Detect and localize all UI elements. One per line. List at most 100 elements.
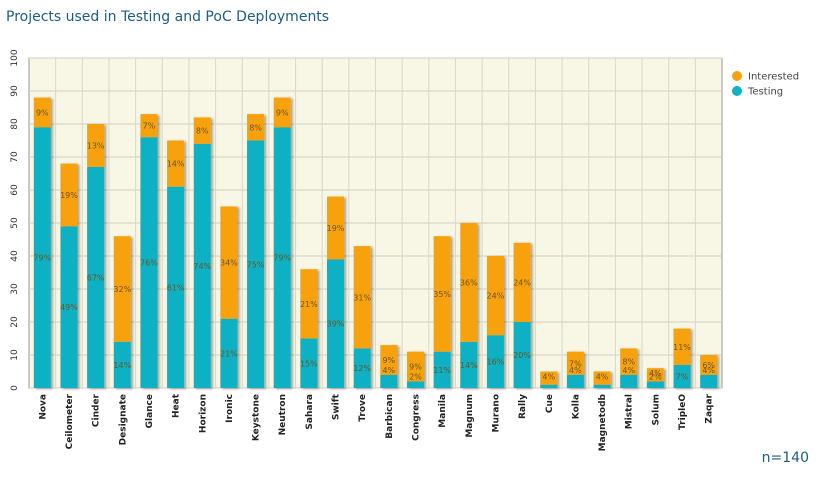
x-tick-label-manila: Manila bbox=[438, 394, 448, 428]
data-label-interested: 9% bbox=[36, 108, 49, 117]
data-label-interested: 11% bbox=[673, 343, 691, 352]
x-tick-label-keystone: Keystone bbox=[252, 394, 262, 441]
legend-marker-interested bbox=[732, 71, 742, 81]
bar-testing-magnum bbox=[460, 341, 478, 388]
data-label-testing: 76% bbox=[140, 259, 158, 268]
bar-testing-solum bbox=[646, 381, 664, 388]
bar-testing-cinder bbox=[87, 166, 105, 388]
y-tick-label: 0 bbox=[10, 385, 20, 391]
bar-group-cinder bbox=[87, 124, 105, 388]
x-tick-label-sahara: Sahara bbox=[305, 394, 315, 430]
bar-testing-nova bbox=[33, 127, 51, 389]
y-tick-label: 20 bbox=[10, 316, 20, 328]
bar-group-trove bbox=[353, 246, 371, 388]
x-tick-label-neutron: Neutron bbox=[278, 394, 288, 435]
bar-interested-rally bbox=[513, 242, 531, 322]
bar-interested-swift bbox=[327, 196, 345, 260]
bar-testing-congress bbox=[406, 381, 424, 388]
bar-interested-cinder bbox=[87, 124, 105, 167]
x-tick-label-cue: Cue bbox=[545, 394, 555, 413]
bar-interested-designate bbox=[113, 236, 131, 342]
bar-group-designate bbox=[113, 236, 131, 388]
bar-interested-zaqar bbox=[700, 355, 718, 375]
bar-testing-manila bbox=[433, 351, 451, 388]
data-label-interested: 4% bbox=[542, 373, 555, 382]
y-tick-label: 70 bbox=[10, 151, 20, 163]
x-tick-label-zaqar: Zaqar bbox=[705, 393, 715, 423]
legend-label-interested: Interested bbox=[748, 72, 799, 83]
bar-group-manila bbox=[433, 236, 451, 388]
y-tick-label: 10 bbox=[10, 349, 20, 361]
data-label-testing: 11% bbox=[433, 366, 451, 375]
legend-marker-testing bbox=[732, 86, 742, 96]
data-label-testing: 4% bbox=[622, 366, 635, 375]
data-label-interested: 36% bbox=[460, 278, 478, 287]
bar-group-tripleo bbox=[673, 328, 691, 388]
data-label-interested: 31% bbox=[353, 293, 371, 302]
data-label-testing: 79% bbox=[33, 254, 51, 263]
bar-testing-heat bbox=[167, 186, 185, 388]
data-label-interested: 24% bbox=[487, 292, 505, 301]
data-label-testing: 74% bbox=[193, 262, 211, 271]
bar-group-cue bbox=[540, 371, 558, 388]
bar-testing-rally bbox=[513, 322, 531, 388]
data-label-testing: 4% bbox=[702, 366, 715, 375]
bar-interested-neutron bbox=[273, 97, 291, 128]
data-label-interested: 6% bbox=[702, 361, 715, 370]
data-label-testing: 2% bbox=[409, 372, 422, 381]
x-tick-label-cinder: Cinder bbox=[92, 393, 102, 427]
data-label-testing: 39% bbox=[327, 320, 345, 329]
bar-group-ceilometer bbox=[60, 163, 78, 388]
data-label-testing: 20% bbox=[513, 351, 531, 360]
bar-testing-designate bbox=[113, 341, 131, 388]
data-label-interested: 7% bbox=[569, 359, 582, 368]
bar-group-ironic bbox=[220, 206, 238, 388]
x-tick-label-horizon: Horizon bbox=[198, 394, 208, 433]
data-label-interested: 34% bbox=[220, 259, 238, 268]
data-label-interested: 13% bbox=[87, 141, 105, 150]
data-label-interested: 14% bbox=[167, 160, 185, 169]
bar-testing-magnetodb bbox=[593, 384, 611, 388]
bar-interested-horizon bbox=[193, 117, 211, 144]
data-label-testing: 79% bbox=[273, 254, 291, 263]
bar-group-rally bbox=[513, 242, 531, 388]
bar-interested-trove bbox=[353, 246, 371, 349]
y-tick-label: 40 bbox=[10, 250, 20, 262]
bar-testing-barbican bbox=[380, 374, 398, 388]
y-tick-label: 100 bbox=[10, 49, 20, 66]
bar-testing-neutron bbox=[273, 127, 291, 389]
bar-testing-glance bbox=[140, 137, 158, 388]
data-label-interested: 7% bbox=[143, 122, 156, 131]
x-tick-label-trove: Trove bbox=[358, 394, 368, 422]
data-label-interested: 32% bbox=[113, 285, 131, 294]
x-tick-label-nova: Nova bbox=[38, 394, 48, 420]
x-tick-label-magnetodb: Magnetodb bbox=[598, 393, 608, 451]
data-label-interested: 4% bbox=[596, 373, 609, 382]
bar-interested-magnum bbox=[460, 223, 478, 342]
data-label-testing: 49% bbox=[60, 303, 78, 312]
bar-interested-ironic bbox=[220, 206, 238, 319]
x-tick-label-designate: Designate bbox=[118, 394, 128, 445]
x-tick-label-mistral: Mistral bbox=[625, 394, 635, 429]
bar-interested-barbican bbox=[380, 345, 398, 375]
data-label-testing: 75% bbox=[247, 260, 265, 269]
bar-interested-murano bbox=[486, 256, 504, 336]
bar-group-mistral bbox=[620, 348, 638, 388]
data-label-testing: 15% bbox=[300, 359, 318, 368]
x-tick-label-tripleo: TripleO bbox=[678, 394, 688, 430]
bar-testing-sahara bbox=[300, 338, 318, 388]
data-label-testing: 4% bbox=[569, 366, 582, 375]
bar-group-solum bbox=[646, 368, 664, 388]
x-tick-label-rally: Rally bbox=[518, 394, 528, 419]
bar-testing-swift bbox=[327, 259, 345, 388]
x-tick-label-murano: Murano bbox=[491, 394, 501, 432]
bar-group-heat bbox=[167, 140, 185, 388]
y-tick-label: 30 bbox=[10, 283, 20, 295]
bar-interested-glance bbox=[140, 114, 158, 138]
bar-interested-magnetodb bbox=[593, 371, 611, 385]
x-tick-label-kolla: Kolla bbox=[571, 394, 581, 419]
bar-interested-mistral bbox=[620, 348, 638, 375]
bar-interested-kolla bbox=[566, 351, 584, 375]
data-label-interested: 35% bbox=[433, 290, 451, 299]
